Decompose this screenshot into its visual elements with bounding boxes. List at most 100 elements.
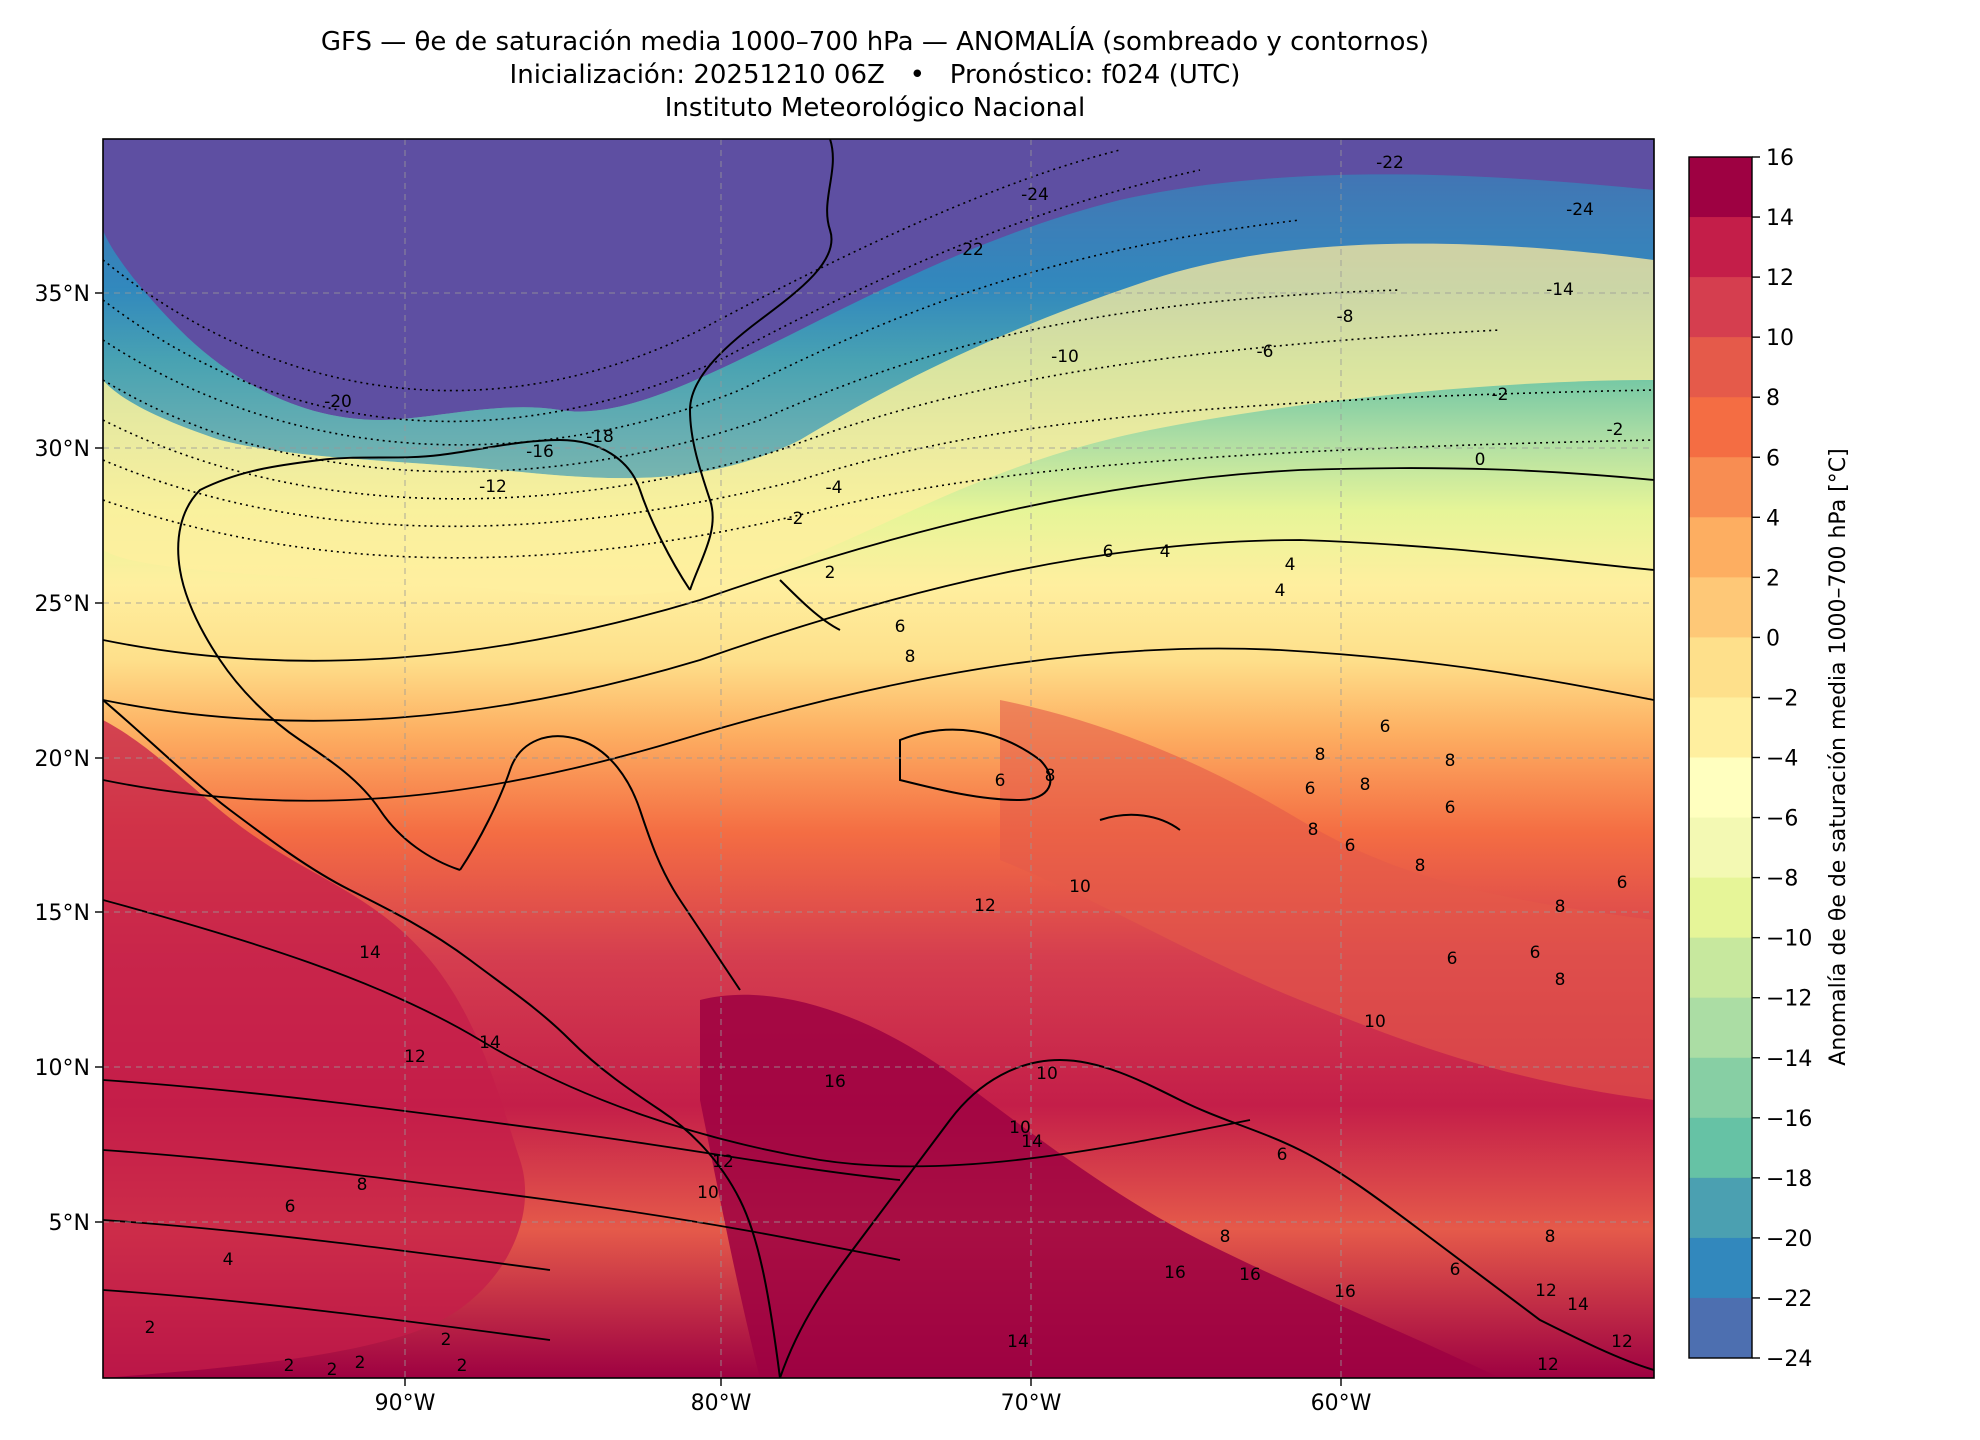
contour-label: 8 [1555,970,1566,990]
colorbar-tick-label: −4 [1766,747,1798,772]
colorbar-label: Anomalía de θe de saturación media 1000–… [1826,448,1851,1065]
colorbar-tick-label: 12 [1766,266,1794,291]
contour-label: 14 [1007,1332,1029,1352]
colorbar-segment [1689,817,1752,879]
contour-label: 6 [995,771,1006,791]
lon-tick-60w: 60°W [1311,1391,1372,1416]
colorbar-ticks: 16 14 12 10 8 6 4 2 0 −2 −4 −6 −8 −10 −12 −14 −16 −18 −20 −… [1752,146,1812,1372]
colorbar-tick-label: −8 [1766,867,1798,892]
lat-tick-10n: 10°N [35,1056,90,1081]
colorbar-segment [1689,1297,1752,1359]
contour-label: -2 [787,509,804,529]
contour-label: 10 [697,1183,719,1203]
contour-label: 14 [1567,1295,1589,1315]
contour-label: 10 [1036,1064,1058,1084]
contour-label: 6 [1450,1260,1461,1280]
contour-label: 14 [479,1033,501,1053]
lat-tick-25n: 25°N [35,592,90,617]
contour-label: -20 [324,392,352,412]
colorbar-segment [1689,217,1752,278]
lon-tick-70w: 70°W [1001,1391,1062,1416]
colorbar-tick-label: −20 [1766,1227,1812,1252]
colorbar-segment [1689,517,1752,578]
colorbar-tick-label: 16 [1766,146,1794,171]
contour-label: -18 [586,427,614,447]
colorbar-segment [1689,937,1752,999]
warm-band-atlantic [1000,700,1654,1100]
colorbar-segment [1689,757,1752,819]
colorbar-segment [1689,637,1752,698]
contour-label: 2 [441,1330,452,1350]
contour-label: 4 [223,1250,234,1270]
coastlines [103,139,1654,1378]
cold-pool [103,139,1654,420]
lat-tick-15n: 15°N [35,901,90,926]
lat-tick-30n: 30°N [35,437,90,462]
colorbar-tick-label: 14 [1766,206,1794,231]
colorbar-tick-label: −6 [1766,807,1798,832]
contour-label: 6 [1447,949,1458,969]
contour-label: 8 [1360,775,1371,795]
lat-tick-5n: 5°N [49,1211,90,1236]
contour-label: 4 [1285,555,1296,575]
colorbar-tick-label: −10 [1766,927,1812,952]
colorbar-tick-label: 6 [1766,446,1780,471]
contour-label: 4 [1160,542,1171,562]
contour-label: 6 [1530,943,1541,963]
colorbar-segment [1689,577,1752,638]
colorbar-segment [1689,397,1752,458]
map-area: -22-24-24-22-14-8-6-10-20-18-16-12 -4-20-… [103,139,1654,1380]
contour-label: 6 [285,1197,296,1217]
colorbar-segment [1689,457,1752,518]
colorbar-tick-label: −22 [1766,1287,1812,1312]
colorbar-tick-label: 0 [1766,626,1780,651]
contour-label: 2 [145,1318,156,1338]
colorbar-tick-label: −2 [1766,686,1798,711]
contour-label: 8 [1555,897,1566,917]
colorbar-tick-label: 10 [1766,326,1794,351]
map-title: GFS — θe de saturación media 1000–700 hP… [0,26,1750,125]
colorbar-segment [1689,277,1752,338]
contour-label: -2 [1607,420,1624,440]
contour-label: 12 [404,1047,426,1067]
contour-label: -10 [1051,347,1079,367]
contour-label: -6 [1257,342,1274,362]
title-line-3: Instituto Meteorológico Nacional [664,93,1086,123]
colorbar-segment [1689,997,1752,1059]
contour-label: 16 [1164,1263,1186,1283]
contour-label: -2 [1492,385,1509,405]
contour-label: 6 [1277,1145,1288,1165]
colorbar-tick-label: −16 [1766,1107,1812,1132]
contour-label: 10 [1364,1012,1386,1032]
colorbar-segment [1689,1177,1752,1239]
contour-label: 12 [712,1152,734,1172]
lat-tick-35n: 35°N [35,282,90,307]
contour-label: 16 [824,1072,846,1092]
colorbar-segment [1689,1237,1752,1299]
colorbar-segment [1689,1057,1752,1119]
contour-label: 14 [359,943,381,963]
axis-ticks [95,292,1342,1386]
contour-label: 8 [1445,751,1456,771]
contour-label: 8 [357,1175,368,1195]
warm-pool-south-america [700,994,1500,1378]
lon-tick-80w: 80°W [691,1391,752,1416]
contour-label: 8 [1545,1227,1556,1247]
contour-label: 2 [457,1356,468,1376]
colorbar-tick-label: −14 [1766,1047,1812,1072]
colorbar-tick-label: −24 [1766,1347,1812,1372]
contour-label: 14 [1021,1132,1043,1152]
contour-label: 6 [1445,798,1456,818]
contour-label: 8 [1315,745,1326,765]
contour-label: 2 [327,1360,338,1380]
contour-label: 6 [1380,717,1391,737]
warm-pool-pacific [103,720,526,1378]
colorbar-segment [1689,877,1752,939]
contour-label: 12 [1611,1332,1633,1352]
contour-label: 8 [1308,820,1319,840]
contour-label: -8 [1337,307,1354,327]
title-line-1: GFS — θe de saturación media 1000–700 hP… [320,27,1430,57]
contour-label: 8 [1220,1227,1231,1247]
contour-label: 12 [1537,1355,1559,1375]
contour-label: -22 [1376,153,1404,173]
